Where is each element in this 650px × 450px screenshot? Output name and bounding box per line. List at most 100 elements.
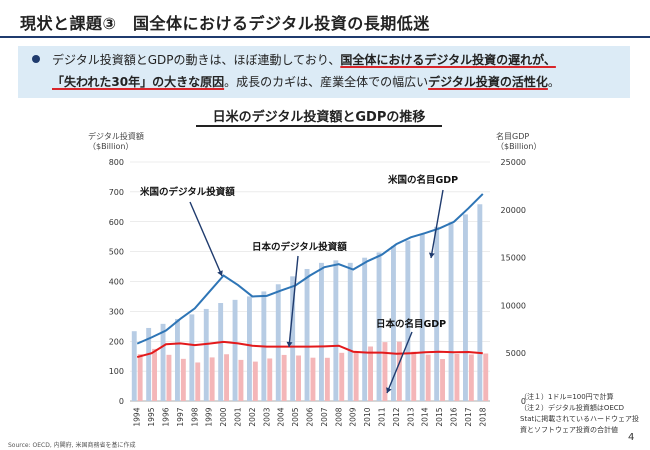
x-tick-label-2011: 2011 xyxy=(378,407,387,426)
annotation-jp-gdp-arrowhead xyxy=(386,387,392,393)
x-tick-label-1998: 1998 xyxy=(190,407,199,426)
jp-gdp-bar-2009 xyxy=(353,351,359,401)
summary-emphasis-2: 「失われた30年」の大きな原因 xyxy=(52,75,225,89)
left-tick-label-4: 400 xyxy=(109,278,124,287)
us-gdp-bar-2001 xyxy=(232,299,238,401)
jp-gdp-bar-2014 xyxy=(425,354,431,401)
note-1: （注１）1ドル=100円で計算 xyxy=(520,393,614,401)
jp-gdp-bar-2017 xyxy=(468,354,474,401)
left-tick-label-1: 100 xyxy=(109,367,124,376)
chart-title: 日米のデジタル投資額とGDPの推移 xyxy=(212,110,426,125)
left-axis-title-1: デジタル投資額 xyxy=(88,132,144,141)
jp-gdp-bar-2016 xyxy=(454,353,460,401)
summary-line-2: 「失われた30年」の大きな原因。成長のカギは、産業全体での幅広いデジタル投資の活… xyxy=(52,73,560,90)
left-tick-label-3: 300 xyxy=(109,307,124,316)
jp-gdp-bar-2001 xyxy=(238,359,244,401)
summary-line-1: デジタル投資額とGDPの動きは、ほぼ連動しており、国全体におけるデジタル投資の遅… xyxy=(52,51,556,68)
x-tick-label-2016: 2016 xyxy=(450,407,459,426)
us-gdp-bar-2012 xyxy=(391,246,396,401)
annotation-us-digital-label: 米国のデジタル投資額 xyxy=(139,186,235,198)
us-gdp-bar-2015 xyxy=(434,226,440,401)
x-tick-label-2015: 2015 xyxy=(435,407,444,426)
us-gdp-bar-1996 xyxy=(160,323,166,401)
jp-gdp-bar-2012 xyxy=(396,341,402,401)
x-tick-label-2002: 2002 xyxy=(248,407,257,426)
jp-digital-investment-line xyxy=(136,340,483,359)
us-gdp-bar-2010 xyxy=(362,257,368,401)
us-gdp-bar-2008 xyxy=(333,260,339,401)
note-3: Statに掲載されているハードウェア投 xyxy=(520,415,640,423)
jp-gdp-bar-2007 xyxy=(324,357,330,401)
summary-emphasis-3: デジタル投資の活性化 xyxy=(428,75,548,89)
bullet-icon xyxy=(32,55,40,63)
us-gdp-bar-2014 xyxy=(419,233,425,401)
x-tick-label-2003: 2003 xyxy=(262,407,271,426)
left-tick-label-2: 200 xyxy=(109,337,124,346)
jp-gdp-bar-2004 xyxy=(281,354,287,401)
jp-gdp-bar-1997 xyxy=(180,358,186,401)
x-tick-label-2000: 2000 xyxy=(219,407,228,426)
left-axis-title: デジタル投資額 （$Billion） xyxy=(88,132,144,152)
left-tick-label-6: 600 xyxy=(109,218,124,227)
jp-gdp-bar-2008 xyxy=(339,352,345,401)
left-tick-label-0: 0 xyxy=(119,397,124,406)
x-tick-label-1995: 1995 xyxy=(147,407,156,426)
us-gdp-bar-2002 xyxy=(247,296,252,401)
right-axis-title-2: （$Billion） xyxy=(496,142,542,151)
us-gdp-bar-2005 xyxy=(290,276,296,401)
page-title: 現状と課題③ 国全体におけるデジタル投資の長期低迷 xyxy=(20,14,430,33)
x-tick-label-2010: 2010 xyxy=(363,407,372,426)
jp-gdp-bar-2011 xyxy=(382,342,388,401)
x-tick-label-2017: 2017 xyxy=(464,407,473,426)
jp-gdp-bar-1996 xyxy=(166,354,172,401)
us-gdp-bar-1995 xyxy=(146,327,152,401)
x-tick-label-2005: 2005 xyxy=(291,407,300,426)
chart-title-underline xyxy=(196,125,442,127)
x-tick-label-1994: 1994 xyxy=(133,407,142,426)
us-gdp-bar-1998 xyxy=(189,314,195,401)
annotation-jp-gdp-label: 日本の名目GDP xyxy=(376,318,446,330)
us-gdp-bar-2004 xyxy=(275,284,281,401)
annotation-us-digital-arrow-line xyxy=(189,201,223,277)
jp-gdp-bar-2013 xyxy=(411,351,417,401)
jp-gdp-bar-2003 xyxy=(267,358,273,401)
title-bar: 現状と課題③ 国全体におけるデジタル投資の長期低迷 xyxy=(0,0,650,44)
x-tick-label-2001: 2001 xyxy=(234,407,243,426)
jp-gdp-bar-2005 xyxy=(296,355,301,401)
us-gdp-bar-2000 xyxy=(218,303,224,401)
summary-box: デジタル投資額とGDPの動きは、ほぼ連動しており、国全体におけるデジタル投資の遅… xyxy=(18,46,630,98)
summary-text-2b: 。成長のカギは、産業全体での幅広い xyxy=(224,75,429,89)
x-tick-label-1996: 1996 xyxy=(162,407,171,426)
jp-gdp-bar-2015 xyxy=(440,359,445,401)
x-tick-label-1999: 1999 xyxy=(205,407,214,426)
right-tick-label-2: 10000 xyxy=(501,301,526,310)
summary-emphasis-1: 国全体におけるデジタル投資の遅れが、 xyxy=(340,53,556,67)
us-gdp-bar-2017 xyxy=(463,214,468,401)
x-tick-label-2004: 2004 xyxy=(277,407,286,426)
annotation-jp-gdp-arrow-line xyxy=(386,331,413,394)
right-tick-label-4: 20000 xyxy=(501,206,526,215)
us-gdp-bar-2011 xyxy=(376,252,382,401)
us-gdp-bar-2018 xyxy=(477,204,483,401)
us-digital-investment-line xyxy=(136,193,484,345)
jp-gdp-bar-2018 xyxy=(483,353,489,401)
jp-gdp-bar-1999 xyxy=(209,357,215,401)
jp-gdp-bar-1994 xyxy=(137,354,143,401)
x-tick-label-2006: 2006 xyxy=(306,407,315,426)
summary-text-2d: 。 xyxy=(547,75,560,89)
annotation-jp-digital-label: 日本のデジタル投資額 xyxy=(252,241,347,253)
annotation-us-gdp-arrowhead xyxy=(428,252,435,258)
left-axis-title-2: （$Billion） xyxy=(88,142,134,151)
left-tick-label-5: 500 xyxy=(109,248,124,257)
us-gdp-bar-2007 xyxy=(319,262,324,401)
jp-gdp-bar-1995 xyxy=(152,348,157,401)
right-axis-title-1: 名目GDP xyxy=(496,132,530,141)
annotation-jp-digital-arrow-line xyxy=(288,255,299,348)
x-tick-label-2018: 2018 xyxy=(478,407,487,426)
note-4: 資とソフトウェア投資の合計値 xyxy=(520,426,618,434)
left-tick-label-7: 700 xyxy=(109,188,124,197)
x-tick-label-2012: 2012 xyxy=(392,407,401,426)
us-gdp-bar-1994 xyxy=(131,331,137,401)
title-underline xyxy=(0,36,650,38)
